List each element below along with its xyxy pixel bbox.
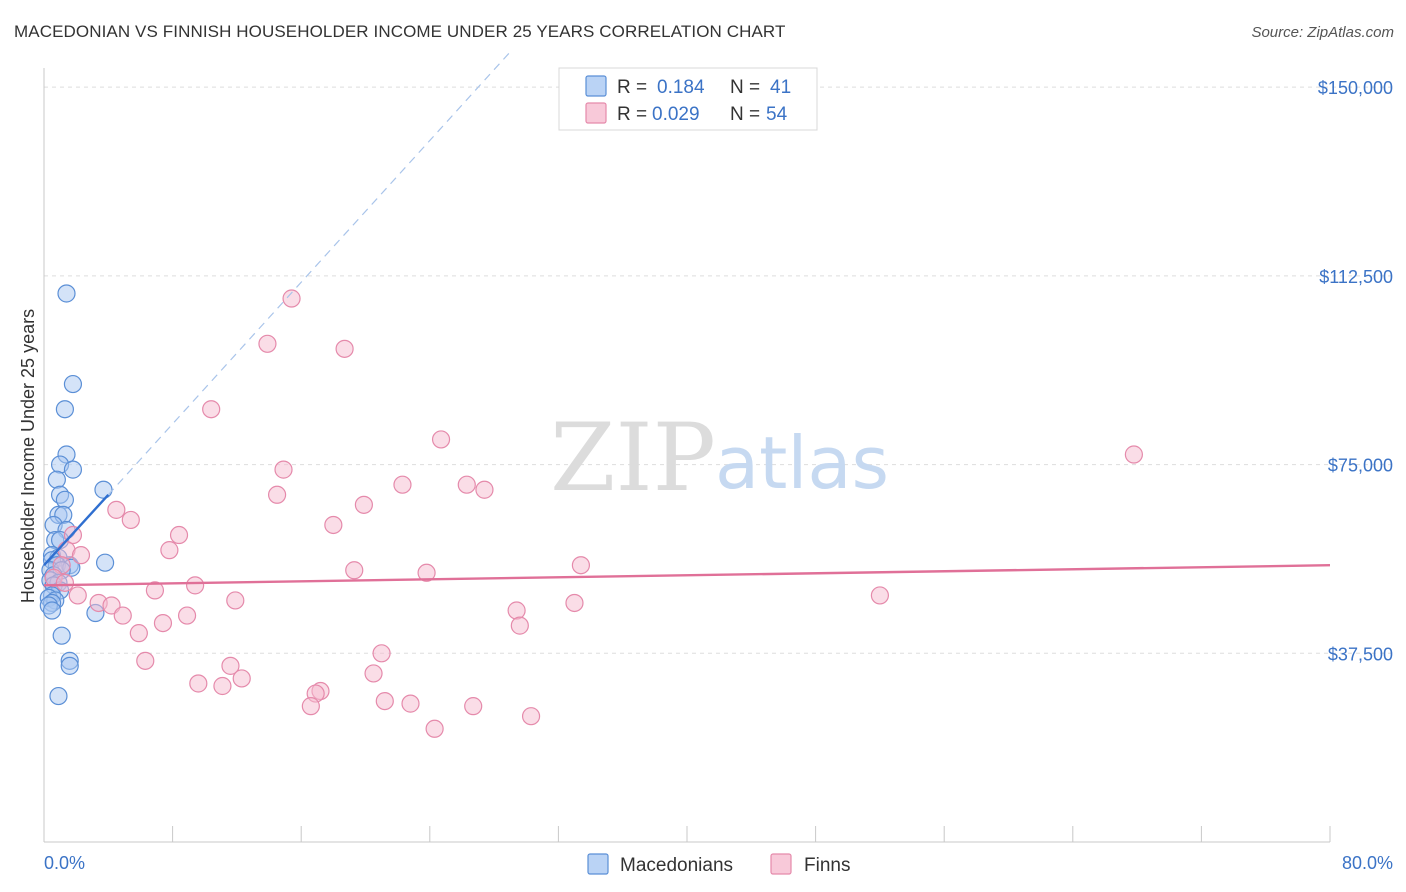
point-finns-9 [475,480,494,499]
point-finns-13 [121,510,140,530]
trend-line-finns [43,564,1331,587]
point-finns-41 [136,651,155,670]
point-finns-11 [354,495,373,514]
watermark-atlas: atlas [715,421,889,505]
point-finns-16 [169,525,189,545]
legend-r-value-finns: 0.029 [652,104,700,125]
top-legend: R = 0.184 N = 41 R = 0.029 N = 54 [558,67,818,131]
point-finns-52 [464,697,483,716]
point-finns-40 [372,644,391,663]
legend-r-label-macedonians: R = [617,77,647,98]
y-tick-label-1: $75,000 [1328,456,1393,476]
watermark: ZIP atlas [550,404,889,513]
point-finns-19 [71,546,91,565]
point-finns-38 [510,616,529,635]
legend-n-label-finns: N = [730,104,760,125]
point-finns-4 [431,430,451,449]
trend-line-macedonians [43,493,110,567]
chart-title: MACEDONIAN VS FINNISH HOUSEHOLDER INCOME… [14,22,786,41]
source-label: Source: ZipAtlas.com [1251,24,1394,41]
watermark-zip: ZIP [550,404,716,513]
point-macedonians-6 [47,470,66,489]
point-finns-34 [507,601,526,620]
bottom-legend-label-macedonians: Macedonians [620,855,733,876]
point-finns-25 [55,573,74,592]
point-finns-29 [870,586,890,605]
points-layer [39,284,1143,738]
x-tick-label-1: 80.0% [1342,853,1393,873]
point-finns-42 [221,656,240,675]
y-axis-label: Householder Income Under 25 years [18,309,38,603]
point-macedonians-39 [60,656,79,675]
point-finns-0 [282,289,301,308]
point-finns-28 [68,586,87,605]
point-macedonians-5 [63,460,83,479]
point-finns-37 [153,613,173,633]
point-finns-14 [324,515,343,535]
point-finns-1 [258,334,277,353]
point-finns-22 [345,561,364,580]
trend-dashed-macedonians [107,51,511,496]
legend-r-label-finns: R = [617,104,647,125]
x-tick-labels: 0.0% 80.0% [44,853,1393,873]
point-macedonians-1 [63,374,83,394]
legend-swatch-finns [585,102,607,124]
point-finns-3 [202,400,221,419]
point-finns-8 [457,475,476,494]
point-finns-35 [113,606,132,625]
point-finns-45 [189,674,208,693]
point-finns-12 [107,500,126,519]
axis-layer [43,68,1331,843]
legend-r-value-macedonians: 0.184 [657,77,705,98]
point-finns-31 [565,593,584,613]
point-finns-23 [417,563,436,582]
bottom-legend: Macedonians Finns [587,853,850,876]
point-macedonians-40 [49,686,68,706]
point-macedonians-37 [52,626,71,645]
point-macedonians-7 [94,480,113,499]
point-finns-7 [393,475,412,494]
y-tick-label-3: $150,000 [1318,78,1393,98]
point-finns-33 [102,596,121,615]
point-finns-54 [425,719,444,738]
point-finns-39 [129,624,148,643]
point-finns-44 [232,669,251,688]
y-tick-label-0: $37,500 [1328,644,1393,664]
x-tick-label-0: 0.0% [44,853,85,873]
point-finns-50 [401,694,420,713]
point-finns-53 [521,707,541,726]
y-tick-label-2: $112,500 [1319,267,1393,287]
point-macedonians-19 [95,553,115,572]
point-finns-43 [364,664,383,683]
point-macedonians-0 [57,284,76,303]
point-finns-36 [177,606,197,625]
y-tick-labels: $37,500 $75,000 $112,500 $150,000 [1318,78,1393,664]
legend-swatch-macedonians [585,75,607,97]
point-finns-21 [571,556,591,575]
point-finns-17 [160,541,179,560]
point-finns-30 [226,591,245,610]
bottom-legend-swatch-finns [770,853,792,875]
point-macedonians-9 [55,490,74,509]
legend-n-value-macedonians: 41 [770,77,791,98]
point-macedonians-2 [55,400,74,419]
point-finns-5 [1124,445,1143,464]
point-finns-6 [274,460,293,479]
point-finns-51 [301,697,320,716]
legend-n-label-macedonians: N = [730,77,760,98]
point-finns-49 [375,691,394,711]
bottom-legend-swatch-macedonians [587,853,609,875]
legend-n-value-finns: 54 [766,104,788,125]
point-finns-46 [213,676,232,696]
bottom-legend-label-finns: Finns [804,855,850,876]
point-finns-27 [145,581,165,600]
point-finns-2 [335,339,354,358]
trend-layer [43,51,1331,587]
point-finns-26 [186,576,205,595]
point-finns-10 [267,485,287,504]
point-macedonians-35 [42,601,62,620]
